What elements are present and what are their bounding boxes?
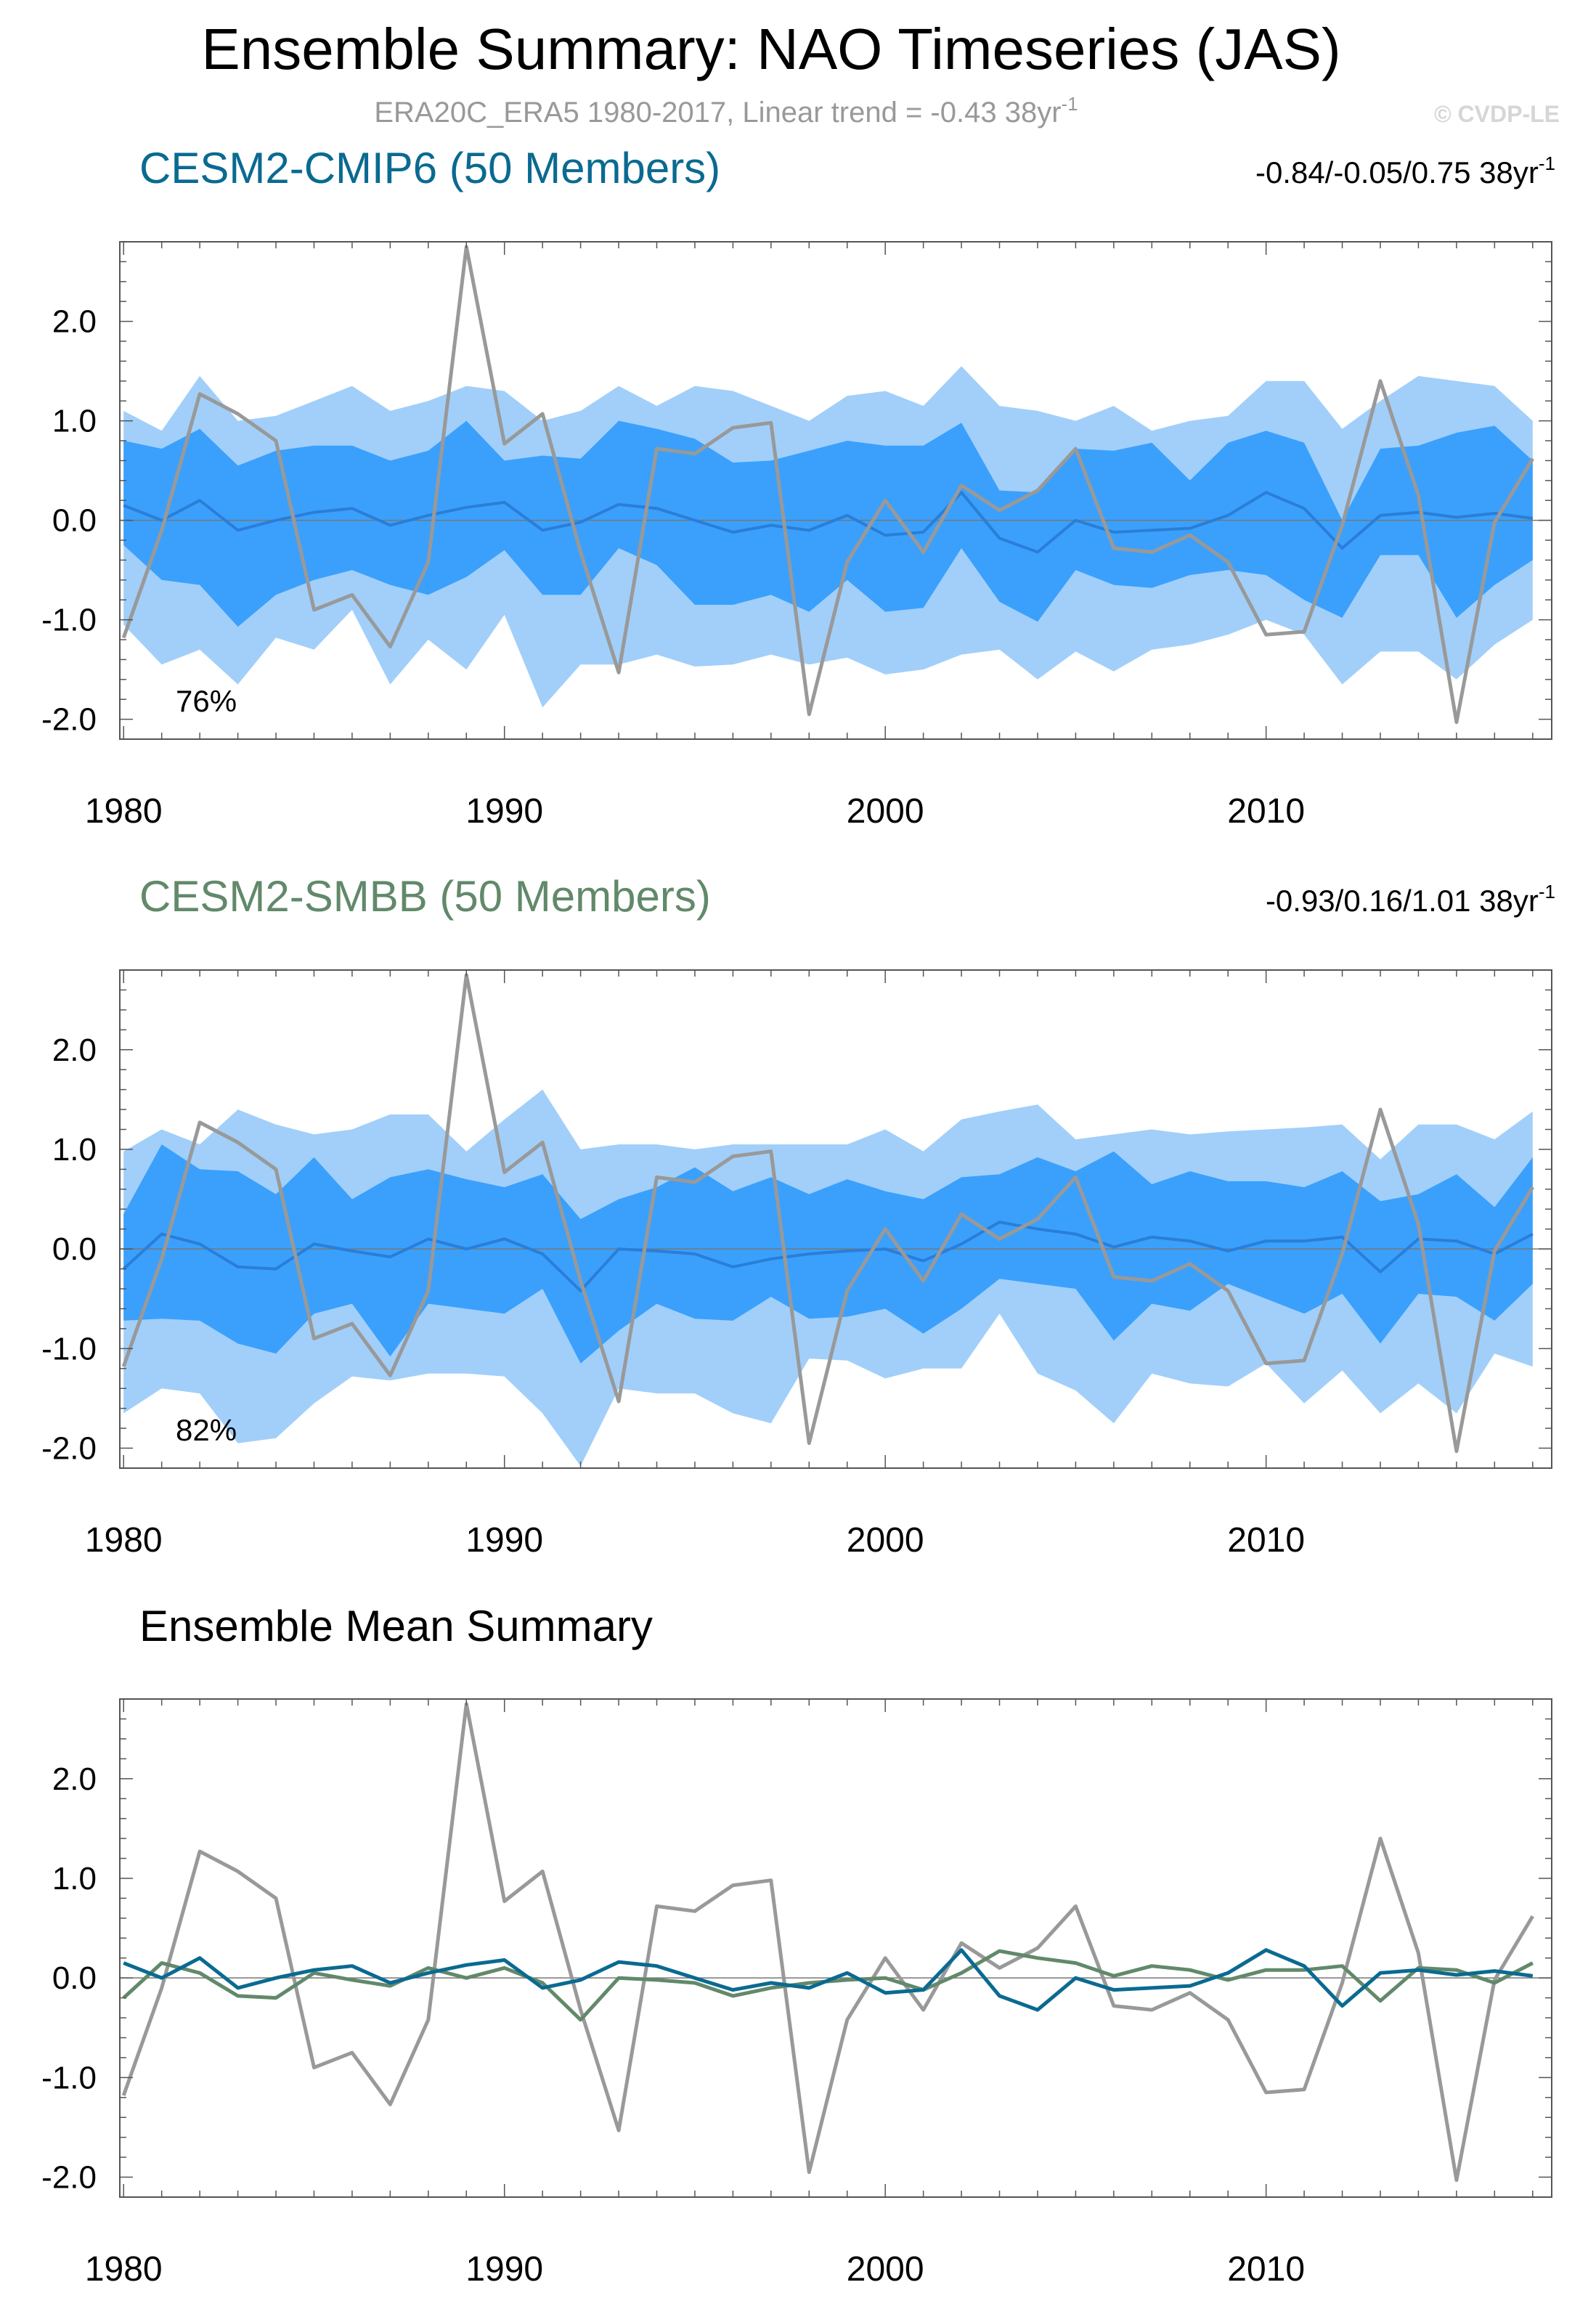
x-tick-label: 2010 <box>1227 792 1305 831</box>
band-inner-25-75 <box>123 1144 1533 1364</box>
plot-frame <box>119 241 1552 740</box>
plot-area: 2.0 1.0 0.0 -1.0 -2.0 1980 1990 2000 2010 <box>41 1698 1552 2289</box>
y-tick-label: 2.0 <box>52 304 97 340</box>
panel-cesm2-smbb: CESM2-SMBB (50 Members) -0.93/0.16/1.01 … <box>41 872 1555 1560</box>
y-tick-label: -1.0 <box>41 603 97 638</box>
observation-line <box>121 245 1534 725</box>
cmip6-mean-line <box>123 1948 1534 2012</box>
y-tick-label: 2.0 <box>52 1761 97 1797</box>
trend-text: -0.84/-0.05/0.75 38yr <box>1255 155 1539 190</box>
percent-label: 76% <box>176 684 237 718</box>
panel-title: CESM2-SMBB (50 Members) <box>139 872 711 921</box>
trend-sup: -1 <box>1539 152 1555 174</box>
y-tick-label: -1.0 <box>41 2060 97 2095</box>
x-tick-label: 2010 <box>1227 1521 1305 1560</box>
y-tick-label: 0.0 <box>52 503 97 539</box>
plot-area: 2.0 1.0 0.0 -1.0 -2.0 1980 1990 2000 2010 <box>41 241 1552 831</box>
ensemble-mean-line <box>123 491 1534 554</box>
y-tick-label: 1.0 <box>52 1132 97 1168</box>
trend-text: -0.93/0.16/1.01 38yr <box>1266 884 1539 918</box>
x-tick-label: 2010 <box>1227 2250 1305 2289</box>
ensemble-mean-line <box>122 1221 1534 1292</box>
watermark: © CVDP-LE <box>1434 101 1560 127</box>
trend-label: -0.93/0.16/1.01 38yr-1 <box>1266 881 1555 918</box>
x-tick-label: 1990 <box>465 2250 543 2289</box>
observation-line <box>121 973 1534 1454</box>
figure-title: Ensemble Summary: NAO Timeseries (JAS) <box>201 17 1340 81</box>
x-tick-label: 2000 <box>847 1521 924 1560</box>
y-tick-label: -2.0 <box>41 2160 97 2196</box>
x-tick-label: 1980 <box>85 792 163 831</box>
x-tick-label: 1980 <box>85 2250 163 2289</box>
y-tick-label: 1.0 <box>52 1861 97 1897</box>
panel-cesm2-cmip6: CESM2-CMIP6 (50 Members) -0.84/-0.05/0.7… <box>41 144 1555 831</box>
observation-line <box>121 1702 1534 2183</box>
x-tick-label: 1990 <box>465 792 543 831</box>
x-tick-label: 1990 <box>465 1521 543 1560</box>
y-tick-label: 2.0 <box>52 1032 97 1068</box>
x-tick-label: 1980 <box>85 1521 163 1560</box>
y-tick-label: 0.0 <box>52 1960 97 1996</box>
y-tick-label: 1.0 <box>52 404 97 439</box>
subtitle-main: ERA20C_ERA5 1980-2017, Linear trend = -0… <box>374 97 1061 129</box>
x-tick-label: 2000 <box>847 2250 924 2289</box>
panel-title: Ensemble Mean Summary <box>139 1602 653 1650</box>
y-tick-label: -2.0 <box>41 1431 97 1467</box>
y-tick-label: 0.0 <box>52 1231 97 1267</box>
trend-label: -0.84/-0.05/0.75 38yr-1 <box>1255 152 1555 190</box>
trend-sup: -1 <box>1539 881 1555 903</box>
y-tick-label: -1.0 <box>41 1331 97 1366</box>
figure-subtitle: ERA20C_ERA5 1980-2017, Linear trend = -0… <box>374 93 1078 129</box>
plot-frame <box>119 1698 1552 2198</box>
x-tick-label: 2000 <box>847 792 924 831</box>
plot-frame <box>119 969 1552 1469</box>
plot-area: 2.0 1.0 0.0 -1.0 -2.0 1980 1990 2000 2010 <box>41 969 1552 1560</box>
panel-title: CESM2-CMIP6 (50 Members) <box>139 144 720 192</box>
percent-label: 82% <box>176 1413 237 1447</box>
subtitle-sup: -1 <box>1062 93 1078 115</box>
y-tick-label: -2.0 <box>41 702 97 738</box>
panel-ensemble-mean-summary: Ensemble Mean Summary 2.0 1.0 0.0 -1.0 -2.0 1… <box>41 1602 1552 2289</box>
